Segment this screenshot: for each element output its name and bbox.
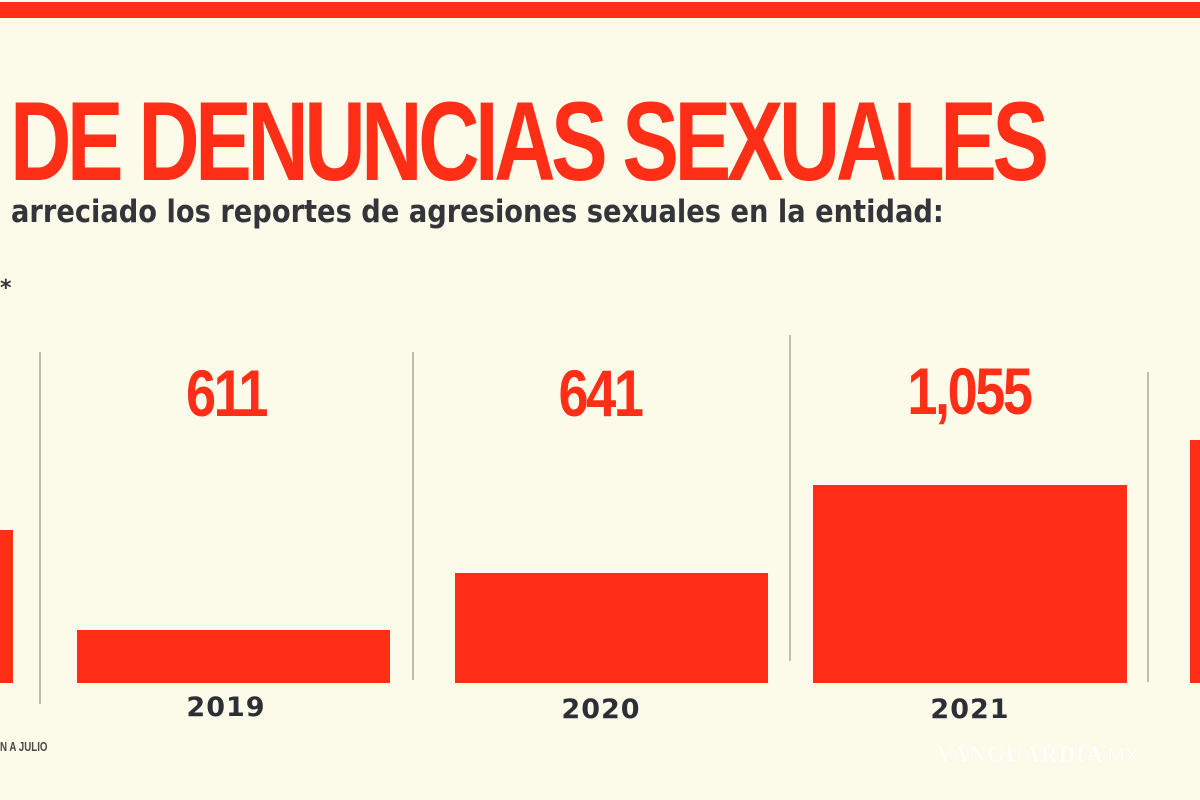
bar-2020 <box>455 573 768 683</box>
year-label-2019: 2019 <box>186 692 266 723</box>
bar-value-label-2020: 641 <box>558 356 644 430</box>
column-separator <box>789 335 791 661</box>
bar-2019 <box>77 630 390 683</box>
column-separator <box>1147 372 1149 682</box>
chart-subtitle: arreciado los reportes de agresiones sex… <box>11 194 944 230</box>
top-rule <box>0 2 1200 18</box>
column-separator <box>412 352 414 680</box>
year-label-2020: 2020 <box>561 694 641 725</box>
bar-value-label-2019: 611 <box>186 356 268 430</box>
watermark-text: VANGUARDIA <box>937 742 1104 767</box>
bar-2021 <box>813 485 1127 683</box>
column-separator <box>39 352 41 704</box>
watermark-suffix: MX <box>1107 745 1140 767</box>
chart-title: DE DENUNCIAS SEXUALES <box>10 79 1049 204</box>
footnote: N A JULIO <box>0 739 48 754</box>
year-label-2021: 2021 <box>930 694 1010 725</box>
bar-partial-right <box>1190 440 1200 683</box>
asterisk-note-marker: * <box>0 276 12 301</box>
bar-partial-left <box>0 530 13 683</box>
bar-value-label-2021: 1,055 <box>907 354 1033 428</box>
watermark: VANGUARDIA MX <box>937 742 1140 768</box>
